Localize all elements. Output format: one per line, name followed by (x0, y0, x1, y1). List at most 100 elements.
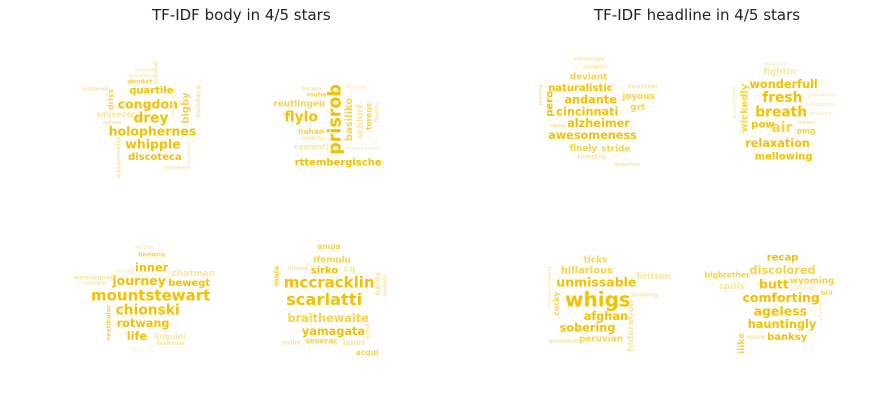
cloud-word: fleirich (374, 102, 380, 122)
cloud-word: ginnings (791, 286, 815, 292)
cloud-word: braithewaite (288, 312, 370, 325)
cloud-word: heinberg (195, 86, 202, 118)
cloud-word: scorpio (85, 281, 106, 287)
cloud-word: journey (111, 273, 165, 288)
cloud-word: recap (767, 253, 799, 264)
cloud-word: ageless (754, 304, 808, 319)
cloud-word: mountstewart (91, 286, 210, 304)
cloud-word: muhe (307, 92, 327, 99)
cloud-word: schmidt (154, 60, 160, 83)
cloud-word: chatman (172, 269, 215, 279)
cloud-word: sidestep (577, 153, 608, 160)
cloud-word: compassionate (547, 265, 553, 308)
cloud-word: ekoel (550, 123, 565, 129)
cloud-word: goosebumps (549, 339, 585, 345)
cloud-word: electrifying (732, 86, 738, 119)
cloud-word: minimal (164, 165, 187, 171)
cloud-word: afghan (584, 310, 628, 323)
cloud-word: relaxation (745, 137, 810, 150)
cloud-word: awesomeness (548, 129, 637, 142)
cloud-word: salim (282, 340, 301, 347)
cloud-word: rttembergische (295, 158, 382, 169)
cloud-word: bumbling (631, 293, 658, 299)
cloud-word: pmg (797, 127, 816, 136)
cloud-word: wickedly (740, 83, 751, 132)
cloud-word: pero (544, 91, 555, 117)
cloud-word: ifemulu (313, 255, 351, 265)
cloud-word: bigby (181, 92, 192, 124)
cloud-word: spills (719, 282, 745, 292)
cloud-word: prisrob (325, 84, 345, 155)
cloud-word: hauntingly (748, 318, 817, 331)
cloud-word: cookies (810, 111, 831, 117)
cloud-word: whigs (565, 287, 631, 311)
cloud-word: mastery (764, 62, 788, 68)
cloud-word: mounts (383, 274, 389, 295)
cloud-word: sowerby (301, 136, 325, 142)
cloud-word: wonderfull (750, 78, 818, 91)
cloud-word: mala (272, 266, 281, 287)
cloud-word: comunti (294, 142, 328, 151)
cloud-word: fortalis (301, 87, 321, 93)
cloud-word: air (772, 120, 793, 136)
cloud-word: honoria (138, 252, 165, 259)
cloud-word: recipes (133, 244, 154, 250)
cloud-word: butt (759, 276, 789, 291)
cloud-word: quartile (129, 86, 174, 97)
cloud-word: whipple (125, 136, 180, 151)
cloud-word: stride (601, 145, 630, 155)
cloud-word: wyoming (790, 277, 835, 287)
cloud-word: peruvian (579, 335, 623, 345)
cloud-word: fresh (762, 90, 802, 106)
cloud-word: comforting (743, 290, 820, 305)
cloud-word: exxonmobil (116, 137, 123, 178)
cloud-word: cq (344, 265, 356, 275)
cloud-word: reutlingen (274, 99, 326, 109)
cloud-word: bril (821, 290, 833, 297)
cloud-word: cocky (552, 291, 561, 315)
cloud-word: squeezer (97, 110, 136, 119)
cloud-word: flylo (284, 110, 317, 126)
cloud-word: sirko (311, 265, 339, 276)
cloud-word: trawer (797, 120, 816, 126)
cloud-word: societies (583, 64, 608, 70)
chart-title-headline: TF-IDF headline in 4/5 stars (594, 6, 801, 24)
cloud-word: alzheimer (567, 117, 630, 130)
cloud-word: geleen (103, 120, 122, 126)
cloud-word: rotwang (117, 317, 170, 330)
cloud-word: banksy (767, 332, 808, 343)
cloud-word: bigbrother (705, 271, 751, 280)
cloud-word: unbiased (82, 86, 108, 92)
cloud-word: congdon (118, 96, 178, 111)
cloud-word: haida (373, 272, 382, 295)
cloud-word: weissensee (73, 274, 114, 281)
cloud-word: charmingly (574, 56, 606, 62)
cloud-word: mouthful (129, 73, 155, 79)
cloud-word: bhutan (135, 68, 155, 74)
cloud-word: naughties (808, 102, 836, 108)
cloud-word: life (127, 330, 148, 343)
cloud-word: driss (106, 89, 115, 110)
cloud-word: grandkids (808, 93, 836, 99)
cloud-word: fightin (763, 67, 796, 77)
cloud-word: deodat (127, 79, 152, 86)
cloud-word: chocolates (186, 141, 192, 171)
cloud-word: hillarious (561, 265, 613, 276)
cloud-word: proving (538, 84, 544, 106)
cloud-word: unmissable (556, 275, 636, 290)
cloud-word: thibaut (287, 266, 308, 272)
cloud-word: joyous (621, 92, 654, 102)
cloud-word: ticks (584, 255, 608, 265)
cloud-word: mccracklin (284, 274, 375, 292)
cloud-word: cincinnati (556, 106, 618, 119)
cloud-word: reliving (818, 302, 824, 324)
cloud-word: chionski (116, 303, 180, 319)
cloud-word: grt (630, 103, 645, 113)
cloud-word: breath (755, 104, 807, 120)
cloud-word: forgotten (614, 162, 641, 168)
cloud-word: nahan (298, 127, 324, 136)
cloud-word: schlurf (356, 104, 366, 138)
cloud-word: thoughtful (628, 84, 658, 90)
cloud-word: britten (637, 272, 671, 282)
